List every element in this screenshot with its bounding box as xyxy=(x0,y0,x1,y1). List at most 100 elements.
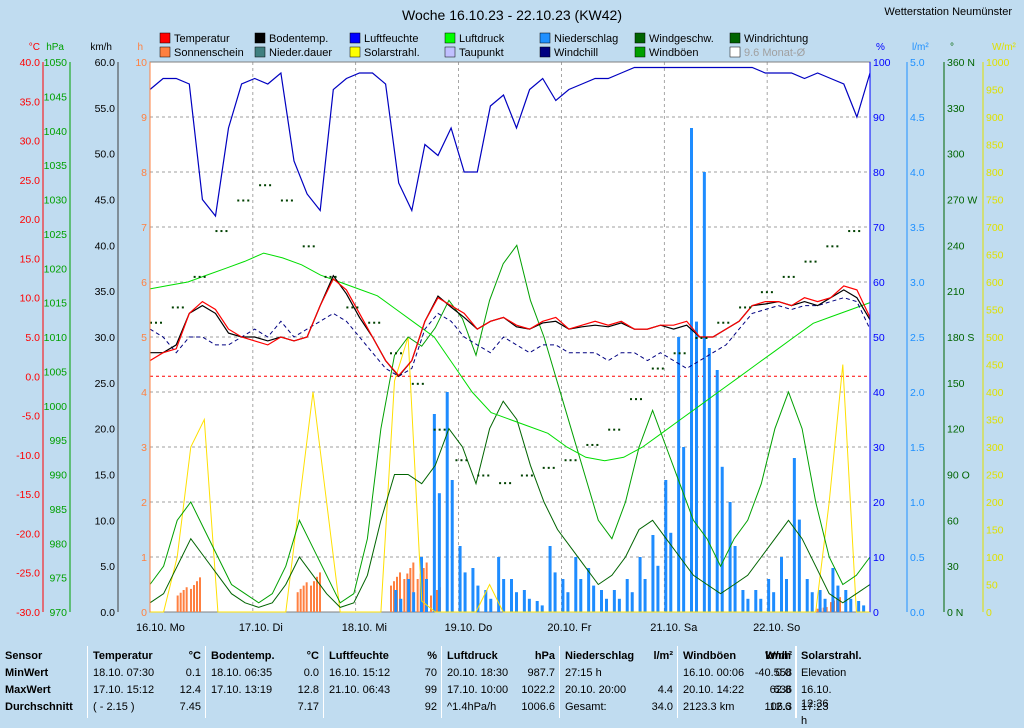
axis-tick-label: -25.0 xyxy=(16,568,40,580)
legend-swatch xyxy=(539,46,551,58)
precip-bar xyxy=(754,590,758,612)
axis-tick-label: 60 xyxy=(947,515,959,527)
axis-tick-label: 4.5 xyxy=(910,112,925,124)
legend-label: 9.6 Monat-Ø xyxy=(744,47,806,59)
axis-tick-label: 1050 xyxy=(44,57,68,69)
stats-cell-value: 1006.6 xyxy=(521,701,555,713)
wind-dir-dot xyxy=(443,428,446,431)
wind-dir-dot xyxy=(264,184,267,187)
legend-swatch xyxy=(539,32,551,44)
axis-tick-label: 20.0 xyxy=(20,214,41,226)
stats-cell-label: 2123.3 km xyxy=(683,701,735,713)
axis-tick-label: -10.0 xyxy=(16,450,40,462)
axis-tick-label: 0.0 xyxy=(100,607,115,619)
axis-tick-label: 1045 xyxy=(44,91,68,103)
stats-column-unit: % xyxy=(427,650,437,662)
stats-cell-label: 20.10. 14:22 xyxy=(683,684,745,696)
precip-bar xyxy=(797,519,801,612)
stats-row: 92 xyxy=(324,700,441,714)
precip-bar xyxy=(489,598,493,612)
precip-bar xyxy=(515,592,518,612)
wind-dir-dot xyxy=(613,428,616,431)
stats-row: Gesamt: 34.0 xyxy=(560,700,677,714)
stats-cell-label: 18.10. 06:35 xyxy=(211,667,273,679)
stats-column: Luftfeuchte% 16.10. 15:12 70 21.10. 06:43 99… xyxy=(324,646,442,718)
stats-cell-label: 21.10. 06:43 xyxy=(329,684,391,696)
stats-row-label: MaxWert xyxy=(5,684,51,696)
stats-cell-label: 18.10. 07:30 xyxy=(93,667,155,679)
stats-header: Windböen km/h xyxy=(678,649,795,663)
wind-dir-dot xyxy=(411,382,414,385)
wind-dir-dot xyxy=(586,443,589,446)
precip-bar xyxy=(605,598,608,612)
stats-cell-value: 636 xyxy=(773,684,792,696)
stats-cell-value: 12.4 xyxy=(179,684,201,696)
axis-tick-label: 350 xyxy=(986,415,1004,427)
legend-swatch xyxy=(254,46,266,58)
wind-dir-dot xyxy=(285,199,288,202)
wind-dir-dot xyxy=(329,275,332,278)
precip-bar xyxy=(497,557,501,612)
precip-bar xyxy=(394,590,398,612)
stats-cell-value: 70 xyxy=(424,667,437,679)
wind-dir-dot xyxy=(782,275,785,278)
wind-dir-dot xyxy=(700,337,703,339)
axis-tick-label: 40.0 xyxy=(20,57,41,69)
precip-bar xyxy=(510,579,513,612)
precip-bar xyxy=(407,579,411,612)
precip-bar xyxy=(741,590,745,612)
stats-cell-value: 0.1 xyxy=(185,667,201,679)
axis-unit-label: °C xyxy=(29,42,40,53)
wind-dir-dot xyxy=(460,459,463,462)
sunshine-bar xyxy=(430,595,432,612)
axis-tick-label: 10 xyxy=(873,552,885,564)
precip-bar xyxy=(548,546,552,612)
x-tick-label: 17.10. Di xyxy=(239,622,283,634)
wind-dir-dot xyxy=(695,337,698,339)
axis-tick-label: 7 xyxy=(141,222,147,234)
wind-dir-dot xyxy=(858,230,861,233)
wind-speed-line xyxy=(149,400,871,608)
axis-tick-label: 1015 xyxy=(44,298,68,310)
stats-column-unit: °C xyxy=(188,650,201,662)
stats-row: 20.10. 20:00 4.4 xyxy=(560,683,677,697)
stats-column: Niederschlag l/m² 27:15 h 20.10. 20:00 4.4 Ge… xyxy=(560,646,678,718)
wind-dir-dot xyxy=(302,245,305,248)
wind-dir-dot xyxy=(853,230,856,233)
axis-tick-label: 1 xyxy=(141,552,147,564)
wind-dir-dot xyxy=(438,428,441,431)
axis-tick-label: 8 xyxy=(141,167,147,179)
precip-bar xyxy=(458,546,462,612)
axis-tick-label: 3.0 xyxy=(910,277,925,289)
axis-tick-label: 270 W xyxy=(947,195,977,207)
stats-row: 20.10. 14:22 62.8 xyxy=(678,683,795,697)
stats-cell-label: 27:15 h xyxy=(565,667,602,679)
wind-dir-dot xyxy=(651,367,654,370)
precip-bar xyxy=(432,414,436,612)
wind-dir-dot xyxy=(334,275,337,278)
sunshine-bar xyxy=(825,607,828,612)
axis-tick-label: 3.5 xyxy=(910,222,925,234)
axis-tick-label: 4.0 xyxy=(910,167,925,179)
axis-tick-label: 40.0 xyxy=(95,240,116,252)
chart-title: Woche 16.10.23 - 22.10.23 (KW42) xyxy=(402,7,622,23)
legend-swatch xyxy=(729,32,741,44)
stats-cell-value: 106.3 xyxy=(764,701,792,713)
stats-label-column: Sensor MinWert MaxWert Durchschnitt xyxy=(0,646,88,718)
stats-row: 17.10. 15:12 12.4 xyxy=(88,683,205,697)
wind-dir-dot xyxy=(591,443,594,446)
axis-tick-label: 35.0 xyxy=(95,286,116,298)
wind-dir-dot xyxy=(530,474,533,477)
legend-label: Windgeschw. xyxy=(649,33,714,45)
wind-dir-dot xyxy=(181,306,184,309)
stats-row: Durchschnitt xyxy=(0,700,87,714)
legend-swatch xyxy=(634,32,646,44)
stats-cell-value: 4.4 xyxy=(657,684,673,696)
axis-tick-label: 650 xyxy=(986,250,1004,262)
axis-tick-label: 35.0 xyxy=(20,96,41,108)
axis-unit-label: h xyxy=(137,42,143,53)
precip-bar xyxy=(695,321,698,612)
sunshine-bar xyxy=(176,595,179,612)
precip-bar xyxy=(437,493,441,612)
legend-swatch xyxy=(634,46,646,58)
